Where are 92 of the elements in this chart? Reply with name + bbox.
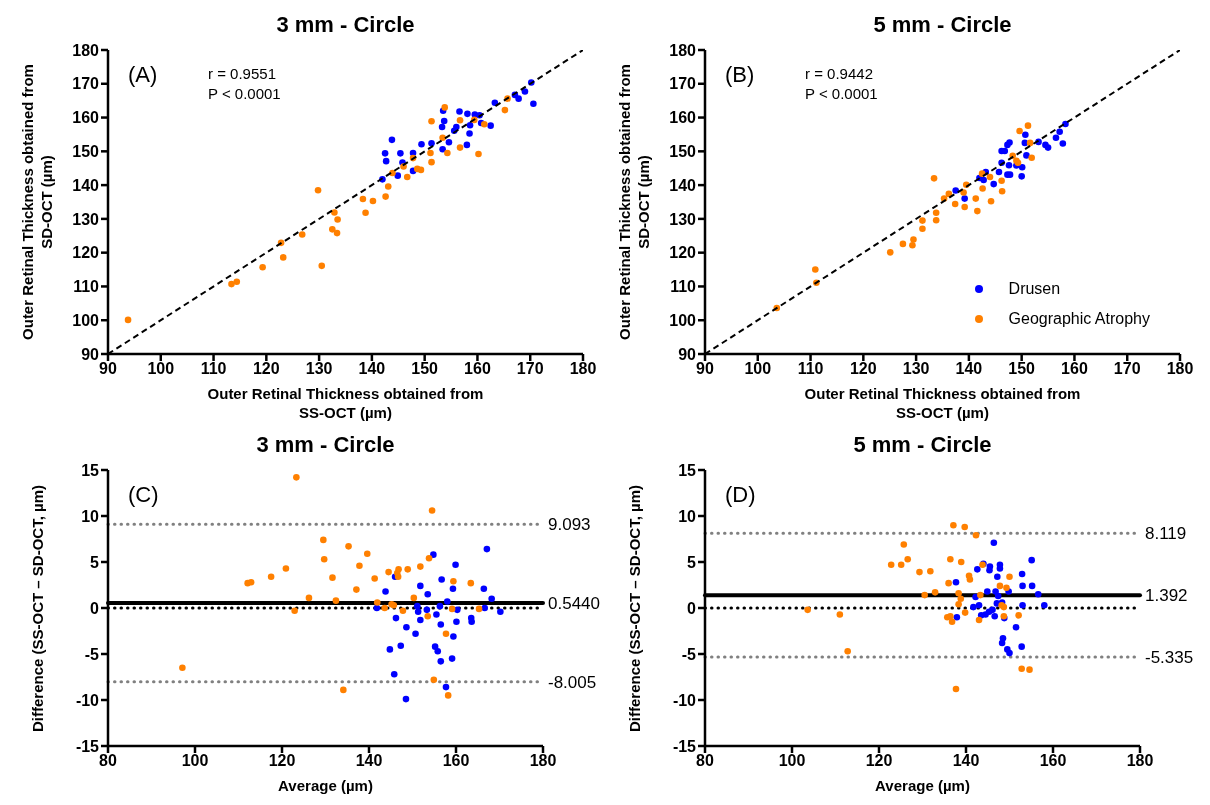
x-tick-label: 160	[1061, 360, 1088, 378]
ref-line-label: -5.335	[1145, 648, 1194, 668]
x-tick-label: 80	[99, 752, 117, 770]
x-tick-label: 110	[797, 360, 824, 378]
ref-line-label: 0.5440	[548, 594, 600, 614]
x-tick-label: 140	[355, 752, 383, 770]
y-tick-label: -5	[84, 645, 100, 663]
y-tick-label: 140	[72, 176, 100, 194]
chart-title: 3 mm - Circle	[255, 431, 396, 459]
y-tick-label: 160	[669, 109, 697, 127]
y-tick-label: -5	[681, 645, 697, 663]
y-tick-label: 130	[669, 210, 697, 228]
y-axis-title: Difference (SS-OCT – SD-OCT, µm)	[27, 484, 47, 732]
y-tick-label: 10	[678, 507, 697, 525]
x-tick-label: 100	[778, 752, 806, 770]
x-tick-label: 140	[955, 360, 983, 378]
x-tick-label: 170	[1113, 360, 1141, 378]
x-tick-label: 140	[358, 360, 386, 378]
y-tick-label: 15	[678, 461, 697, 479]
x-tick-label: 180	[1166, 360, 1194, 378]
x-tick-label: 120	[268, 752, 296, 770]
y-tick-label: -15	[672, 737, 697, 755]
annotation: (D)	[725, 482, 756, 508]
y-tick-label: 10	[81, 507, 100, 525]
x-axis-title: Outer Retinal Thickness obtained from SS-OCT (µm)	[206, 384, 485, 423]
legend-label: Drusen	[1008, 280, 1061, 298]
y-tick-label: 100	[669, 311, 697, 329]
y-tick-label: 90	[678, 345, 697, 363]
x-tick-label: 110	[200, 360, 227, 378]
x-tick-label: 120	[252, 360, 280, 378]
y-tick-label: 5	[687, 553, 697, 571]
y-tick-label: 0	[90, 599, 100, 617]
y-tick-label: 150	[669, 143, 697, 161]
y-tick-label: 110	[670, 278, 697, 296]
x-tick-label: 100	[744, 360, 772, 378]
x-tick-label: 140	[952, 752, 980, 770]
chart-title: 5 mm - Circle	[872, 11, 1013, 39]
ref-line-label: 9.093	[548, 515, 591, 535]
annotation: P < 0.0001	[805, 84, 878, 104]
x-tick-label: 160	[442, 752, 470, 770]
x-tick-label: 180	[1126, 752, 1154, 770]
y-tick-label: 160	[72, 109, 100, 127]
x-tick-label: 100	[147, 360, 175, 378]
x-tick-label: 150	[411, 360, 439, 378]
y-axis-title: Outer Retinal Thickness obtained from SD-OCT (µm)	[18, 63, 56, 342]
y-tick-label: 90	[81, 345, 100, 363]
x-tick-label: 80	[696, 752, 714, 770]
y-tick-label: 5	[90, 553, 100, 571]
annotation: (C)	[128, 482, 159, 508]
x-tick-label: 130	[902, 360, 930, 378]
y-tick-label: 170	[669, 75, 697, 93]
x-tick-label: 120	[865, 752, 893, 770]
y-tick-label: 180	[669, 41, 697, 59]
ref-line-label: 8.119	[1145, 524, 1187, 544]
annotation: r = 0.9442	[805, 64, 874, 84]
y-tick-label: 180	[72, 41, 100, 59]
ref-line-label: -8.005	[548, 672, 597, 692]
x-tick-label: 120	[849, 360, 877, 378]
x-tick-label: 150	[1008, 360, 1036, 378]
y-tick-label: -10	[672, 691, 697, 709]
y-tick-label: 15	[81, 461, 100, 479]
y-tick-label: 150	[72, 143, 100, 161]
legend-label: Geographic Atrophy	[1008, 310, 1150, 328]
y-tick-label: -15	[75, 737, 100, 755]
y-tick-label: 110	[73, 278, 100, 296]
y-tick-label: 140	[669, 176, 697, 194]
annotation: (A)	[128, 62, 158, 88]
y-tick-label: 130	[72, 210, 100, 228]
x-tick-label: 160	[464, 360, 491, 378]
y-tick-label: -10	[75, 691, 100, 709]
chart-title: 3 mm - Circle	[275, 11, 416, 39]
x-axis-title: Average (µm)	[278, 776, 373, 796]
x-tick-label: 160	[1039, 752, 1067, 770]
y-axis-title: Outer Retinal Thickness obtained from SD-OCT (µm)	[615, 63, 653, 342]
y-tick-label: 120	[72, 244, 100, 262]
ref-line-label: 1.392	[1145, 586, 1188, 606]
annotation: (B)	[725, 62, 755, 88]
x-tick-label: 180	[569, 360, 597, 378]
x-axis-title: Average (µm)	[875, 776, 970, 796]
x-axis-title: Outer Retinal Thickness obtained from SS-OCT (µm)	[803, 384, 1082, 423]
x-tick-label: 180	[529, 752, 557, 770]
annotation: P < 0.0001	[208, 84, 281, 104]
y-tick-label: 120	[669, 244, 697, 262]
chart-title: 5 mm - Circle	[852, 431, 993, 459]
y-tick-label: 0	[687, 599, 697, 617]
x-tick-label: 170	[516, 360, 544, 378]
x-tick-label: 100	[181, 752, 209, 770]
y-tick-label: 100	[72, 311, 100, 329]
x-tick-label: 130	[305, 360, 333, 378]
annotation: r = 0.9551	[208, 64, 277, 84]
y-tick-label: 170	[72, 75, 100, 93]
y-axis-title: Difference (SS-OCT – SD-OCT, µm)	[624, 484, 644, 732]
